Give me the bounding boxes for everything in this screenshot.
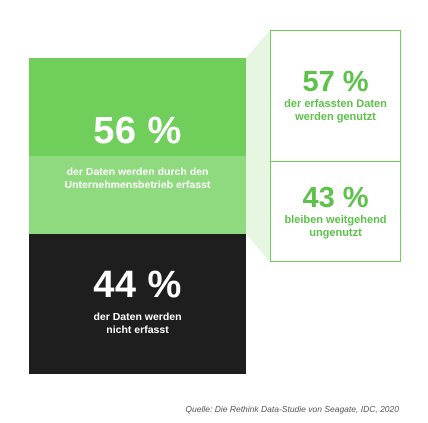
captured-description: der Daten werden durch den Unternehmensb… <box>64 166 211 191</box>
captured-segment <box>29 58 246 156</box>
connector-wedge <box>246 30 270 262</box>
captured-percent-label: 56 % <box>93 110 182 152</box>
not-captured-segment <box>29 234 246 374</box>
unused-description: bleiben weitgehend ungenutzt <box>284 214 387 239</box>
source-note: Quelle: Die Rethink Data-Studie von Seag… <box>185 404 399 414</box>
not-captured-description: der Daten werden nicht erfasst <box>93 311 182 336</box>
used-percent-label: 57 % <box>302 66 369 98</box>
not-captured-percent-label: 44 % <box>93 264 182 306</box>
used-data-box <box>270 30 401 162</box>
unused-data-box <box>270 161 401 262</box>
captured-label-band <box>29 156 246 234</box>
unused-percent-label: 43 % <box>302 182 369 214</box>
used-description: der erfassten Daten werden genutzt <box>284 98 387 123</box>
